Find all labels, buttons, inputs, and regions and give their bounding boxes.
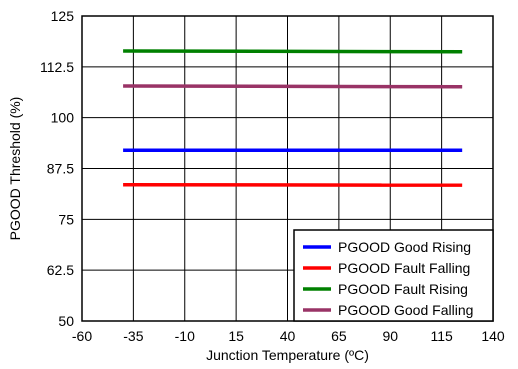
y-tick-label: 112.5 (40, 59, 74, 75)
x-tick-label: 140 (481, 328, 505, 344)
series-line (123, 49, 463, 54)
legend-label: PGOOD Good Rising (338, 239, 471, 255)
y-tick-label: 75 (58, 211, 74, 227)
y-tick-label: 125 (51, 8, 75, 24)
legend-label: PGOOD Fault Falling (338, 260, 470, 276)
x-tick-label: 90 (382, 328, 398, 344)
plot-frame (81, 15, 494, 322)
legend-box (293, 229, 494, 322)
x-axis-label: Junction Temperature (ºC) (206, 347, 369, 363)
series-line (123, 84, 463, 89)
x-tick-labels: -60 -35 -10 15 40 65 90 115 140 (72, 328, 505, 344)
y-tick-label: 87.5 (47, 161, 74, 177)
x-tick-label: 40 (280, 328, 296, 344)
y-tick-label: 62.5 (47, 262, 74, 278)
x-tick-label: -60 (72, 328, 92, 344)
x-tick-label: 115 (430, 328, 453, 344)
grid (81, 15, 494, 322)
y-tick-label: 50 (58, 313, 74, 329)
x-tick-label: -35 (123, 328, 143, 344)
x-tick-label: 65 (331, 328, 347, 344)
y-axis-label: PGOOD Threshold (%) (7, 97, 23, 241)
legend-label: PGOOD Fault Rising (338, 281, 468, 297)
legend: PGOOD Good Rising PGOOD Fault Falling PGOO… (293, 229, 494, 322)
series-lines (123, 49, 463, 187)
x-tick-label: 15 (228, 328, 244, 344)
x-tick-label: -10 (175, 328, 195, 344)
y-tick-label: 100 (51, 110, 75, 126)
y-tick-labels: 50 62.5 75 87.5 100 112.5 125 (40, 8, 74, 329)
legend-label: PGOOD Good Falling (338, 302, 473, 318)
